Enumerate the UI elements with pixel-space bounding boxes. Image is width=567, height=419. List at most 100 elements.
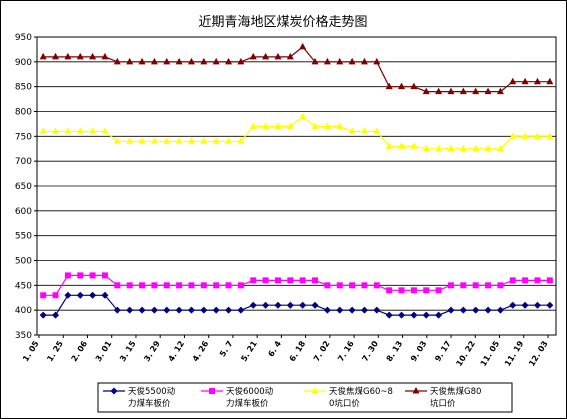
data-point — [311, 301, 319, 309]
data-point — [150, 57, 158, 65]
data-point — [398, 287, 405, 294]
data-point — [435, 87, 443, 95]
legend — [97, 382, 513, 413]
y-tick-label: 700 — [15, 157, 32, 167]
y-tick-label: 550 — [15, 232, 32, 242]
data-point — [485, 282, 492, 289]
data-point — [262, 52, 270, 60]
x-tick-label: 8. 13 — [385, 339, 405, 363]
data-point — [286, 122, 294, 129]
data-point — [546, 301, 554, 309]
data-point — [200, 137, 208, 144]
data-point — [187, 306, 195, 314]
data-point — [312, 277, 319, 284]
data-point — [163, 137, 171, 144]
data-point — [422, 144, 430, 152]
data-point — [546, 277, 553, 284]
x-tick-label: 7. 02 — [312, 339, 332, 363]
data-point — [126, 57, 134, 65]
data-point — [274, 301, 282, 309]
x-tick-label: 9. 17 — [433, 339, 453, 363]
data-point — [509, 132, 517, 139]
data-point — [385, 142, 393, 149]
data-point — [373, 57, 381, 65]
data-point — [533, 132, 541, 139]
data-point — [286, 52, 294, 60]
data-point — [101, 127, 109, 134]
data-point — [360, 306, 368, 314]
data-point — [497, 282, 504, 289]
data-point — [138, 137, 146, 144]
series-1 — [39, 291, 554, 319]
data-point — [126, 282, 133, 289]
x-tick-label: 3. 29 — [142, 339, 162, 363]
data-point — [52, 311, 60, 319]
x-tick-label: 3. 01 — [94, 339, 114, 363]
legend-label: 天俊焦煤G80 — [430, 386, 481, 397]
data-point — [64, 127, 72, 134]
data-point — [139, 282, 146, 289]
data-point — [336, 122, 344, 129]
data-point — [237, 282, 244, 289]
data-point — [249, 52, 257, 60]
data-point — [249, 122, 257, 129]
x-tick-label: 11. 19 — [503, 339, 526, 368]
y-tick-label: 950 — [15, 33, 32, 43]
data-point — [39, 52, 47, 60]
data-point — [212, 57, 220, 65]
series-3 — [39, 112, 554, 152]
data-point — [373, 306, 381, 314]
data-point — [188, 282, 195, 289]
data-point — [150, 137, 158, 144]
data-point — [249, 301, 257, 309]
data-point — [459, 144, 467, 152]
data-point — [225, 137, 233, 144]
data-point — [113, 137, 121, 144]
series-lines — [39, 42, 554, 319]
data-point — [39, 127, 47, 134]
data-point — [509, 301, 517, 309]
x-tick-label: 1. 05 — [21, 339, 41, 363]
data-point — [373, 282, 380, 289]
data-point — [398, 142, 406, 149]
data-point — [126, 306, 134, 314]
x-tick-label: 4. 12 — [167, 339, 187, 363]
data-point — [410, 82, 418, 90]
data-point — [101, 291, 109, 299]
data-point — [89, 127, 97, 134]
data-point — [323, 306, 331, 314]
legend-label: 天俊焦煤G60~8 — [329, 386, 393, 397]
data-point — [262, 277, 269, 284]
data-point — [64, 52, 72, 60]
y-tick-label: 350 — [15, 331, 32, 341]
data-point — [472, 306, 480, 314]
x-tick-label: 3. 15 — [118, 339, 138, 363]
x-tick-label: 5. 7 — [218, 339, 235, 358]
x-tick-label: 10. 22 — [454, 339, 477, 368]
data-point — [422, 87, 430, 95]
data-point — [496, 306, 504, 314]
data-point — [138, 57, 146, 65]
data-point — [472, 282, 479, 289]
x-tick-label: 4. 26 — [191, 339, 211, 363]
y-tick-label: 800 — [15, 108, 32, 118]
gridlines — [37, 61, 556, 311]
data-point — [496, 87, 504, 95]
data-point — [336, 282, 343, 289]
data-point — [225, 57, 233, 65]
x-tick-label: 12. 03 — [527, 339, 550, 368]
data-point — [40, 292, 47, 299]
y-axis-ticks: 350 400 450 500 550 600 650 700 750 800 850 900 950 — [15, 33, 37, 341]
data-point — [213, 282, 220, 289]
data-point — [447, 87, 455, 95]
data-point — [299, 301, 307, 309]
data-point — [311, 122, 319, 129]
data-point — [163, 57, 171, 65]
data-point — [385, 311, 393, 319]
data-point — [175, 306, 183, 314]
data-point — [349, 282, 356, 289]
y-tick-label: 500 — [15, 257, 32, 267]
x-tick-label: 6. 18 — [288, 339, 308, 363]
data-point — [250, 277, 257, 284]
data-point — [472, 144, 480, 152]
